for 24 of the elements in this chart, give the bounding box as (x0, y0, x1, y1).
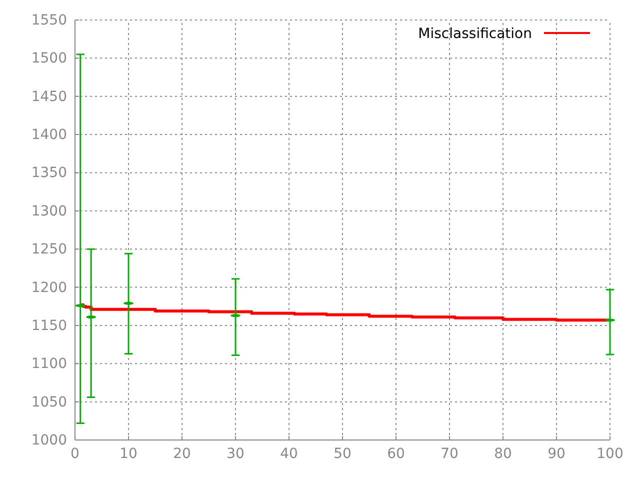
x-tick-label: 80 (494, 446, 512, 462)
x-tick-label: 50 (334, 446, 352, 462)
y-tick-label: 1550 (31, 12, 67, 28)
x-tick-label: 70 (440, 446, 458, 462)
x-tick-label: 40 (280, 446, 298, 462)
y-tick-label: 1100 (31, 356, 67, 372)
x-tick-label: 10 (120, 446, 138, 462)
y-tick-label: 1200 (31, 280, 67, 296)
y-tick-label: 1300 (31, 203, 67, 220)
y-tick-label: 1450 (31, 88, 67, 105)
x-tick-label: 0 (70, 446, 80, 462)
y-tick-label: 1250 (31, 242, 67, 258)
y-tick-label: 1150 (31, 318, 67, 334)
y-tick-label: 1400 (31, 127, 67, 144)
y-tick-label: 1500 (31, 50, 67, 67)
y-tick-label: 1350 (31, 165, 67, 182)
x-tick-label: 20 (173, 446, 191, 462)
x-tick-label: 30 (226, 446, 244, 462)
y-tick-label: 1050 (31, 394, 67, 410)
x-tick-label: 90 (548, 446, 566, 462)
y-tick-label: 1000 (31, 432, 67, 448)
legend-label: Misclassification (418, 26, 532, 42)
x-tick-label: 100 (596, 446, 624, 462)
x-tick-label: 60 (387, 446, 405, 462)
